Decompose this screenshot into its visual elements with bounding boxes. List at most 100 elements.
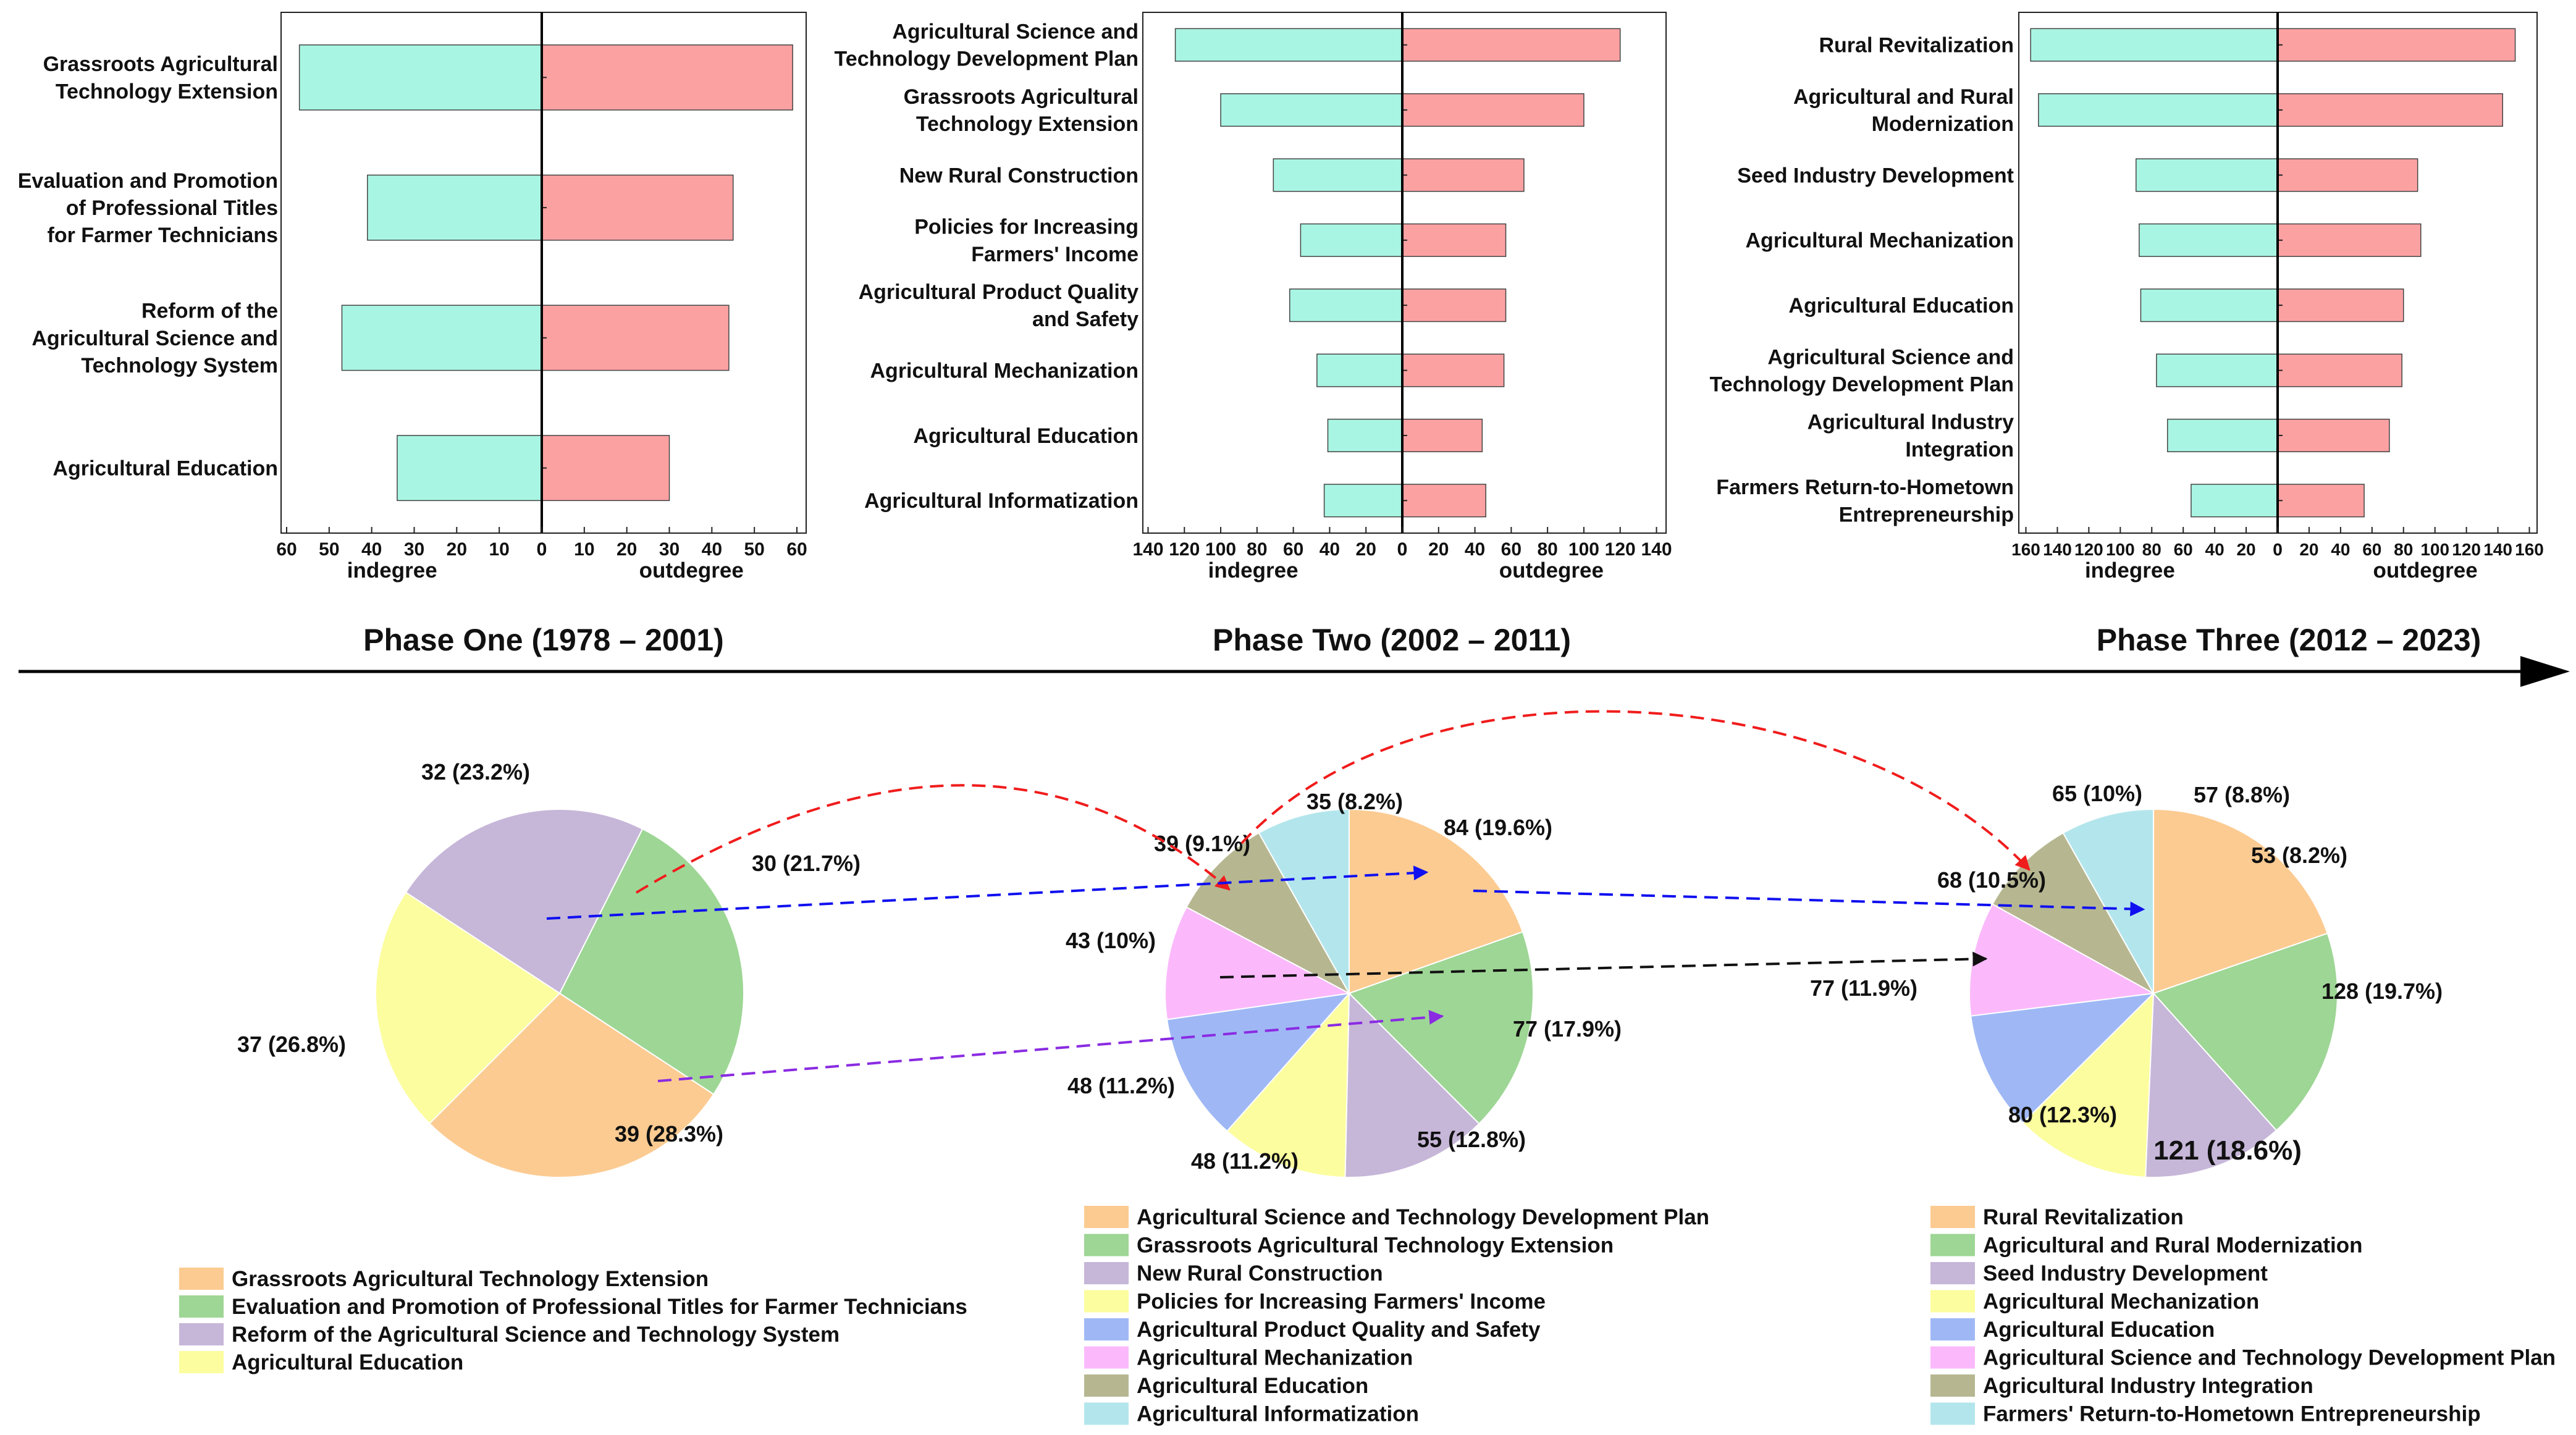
pie-slice bbox=[405, 809, 644, 995]
tick-label: 60 bbox=[2174, 540, 2193, 559]
legend-label: Reform of the Agricultural Science and T… bbox=[232, 1323, 840, 1347]
category-label: and Safety bbox=[1032, 308, 1139, 331]
pie-slice bbox=[1166, 992, 1351, 1132]
category-label: Agricultural Product Quality bbox=[859, 280, 1139, 304]
tick-label: 10 bbox=[489, 539, 509, 560]
tick-label: 40 bbox=[361, 539, 382, 560]
outdegree-bar bbox=[541, 174, 734, 241]
legend-label: Agricultural and Rural Modernization bbox=[1983, 1234, 2362, 1258]
legend-swatch bbox=[1084, 1318, 1129, 1340]
legend-label: Evaluation and Promotion of Professional… bbox=[232, 1295, 967, 1319]
legend-swatch bbox=[1930, 1346, 1975, 1369]
category-label: Agricultural Science and bbox=[892, 20, 1139, 43]
indegree-bar bbox=[1327, 418, 1403, 453]
legend-swatch bbox=[1084, 1374, 1129, 1397]
tick-label: 100 bbox=[1568, 539, 1599, 560]
outdegree-bar bbox=[1402, 158, 1525, 192]
pie-data-label: 53 (8.2%) bbox=[2251, 843, 2347, 868]
tick-label: 10 bbox=[574, 539, 594, 560]
outdegree-axis-label: outdegree bbox=[1499, 558, 1604, 583]
pie-slice bbox=[2153, 808, 2329, 995]
purple-arrow-phase1-to-phase2 bbox=[657, 1009, 1444, 1082]
pie-data-label: 77 (11.9%) bbox=[1810, 975, 1917, 1001]
tick-label: 60 bbox=[276, 539, 297, 560]
tick-label: 20 bbox=[2236, 540, 2255, 559]
pie-data-label: 80 (12.3%) bbox=[2008, 1102, 2117, 1127]
indegree-axis-label: indegree bbox=[1208, 558, 1299, 583]
tick-label: 100 bbox=[1205, 539, 1236, 560]
pie-data-label: 65 (10%) bbox=[2052, 781, 2142, 806]
indegree-bar bbox=[298, 44, 542, 111]
tick-label: 0 bbox=[2273, 540, 2283, 559]
phase-two-pie-chart: 84 (19.6%) 77 (17.9%) 55 (12.8%) 48 (11.2%)… bbox=[1066, 789, 1622, 1178]
category-label: Policies for Increasing bbox=[914, 216, 1139, 239]
outdegree-bar bbox=[2277, 158, 2418, 192]
legend-swatch bbox=[1930, 1374, 1975, 1397]
category-label: Grassroots Agricultural bbox=[43, 53, 278, 76]
tick-label: 60 bbox=[786, 539, 807, 560]
tick-label: 80 bbox=[2142, 540, 2161, 559]
outdegree-axis-label: outdegree bbox=[639, 558, 744, 583]
category-label: Agricultural Education bbox=[1788, 294, 2014, 318]
legend-swatch bbox=[1930, 1234, 1975, 1256]
tick-label: 60 bbox=[1501, 539, 1522, 560]
pie-slice bbox=[1349, 808, 1524, 995]
tick-label: 120 bbox=[2452, 540, 2481, 559]
indegree-bar bbox=[1316, 353, 1403, 387]
category-label: Evaluation and Promotion bbox=[18, 169, 278, 193]
tick-label: 40 bbox=[702, 539, 722, 560]
phase-one-title: Phase One (1978 – 2001) bbox=[363, 623, 724, 657]
legend-label: Grassroots Agricultural Technology Exten… bbox=[1137, 1234, 1614, 1258]
pie-data-label: 55 (12.8%) bbox=[1417, 1127, 1526, 1152]
indegree-bar bbox=[1323, 484, 1403, 518]
tick-label: 140 bbox=[2043, 540, 2072, 559]
outdegree-bar bbox=[1402, 418, 1483, 453]
pie-data-label: 39 (9.1%) bbox=[1154, 831, 1250, 856]
outdegree-bar bbox=[541, 435, 670, 502]
pie-data-label: 68 (10.5%) bbox=[1937, 867, 2046, 893]
legend-swatch bbox=[1084, 1234, 1129, 1256]
tick-label: 20 bbox=[617, 539, 637, 560]
tick-label: 60 bbox=[2362, 540, 2381, 559]
legend-swatch bbox=[179, 1295, 224, 1318]
pie-slice bbox=[2152, 932, 2338, 1132]
blue-arrow-phase2-to-phase3 bbox=[1473, 890, 2145, 917]
pie-data-label: 35 (8.2%) bbox=[1307, 789, 1403, 814]
tick-label: 60 bbox=[1283, 539, 1303, 560]
tick-label: 160 bbox=[2011, 540, 2040, 559]
legend-label: Agricultural Product Quality and Safety bbox=[1137, 1318, 1541, 1342]
tick-label: 140 bbox=[2483, 540, 2512, 559]
category-label: Agricultural Science and bbox=[1767, 345, 2014, 369]
outdegree-bar bbox=[2277, 223, 2422, 257]
category-label: Technology Development Plan bbox=[1710, 373, 2014, 397]
pie-slice bbox=[1348, 931, 1534, 1125]
outdegree-bar bbox=[2277, 418, 2390, 453]
category-label: Technology System bbox=[81, 354, 278, 377]
tick-label: 120 bbox=[1169, 539, 1200, 560]
legend-label: Rural Revitalization bbox=[1983, 1205, 2184, 1229]
indegree-bar bbox=[2166, 418, 2278, 453]
pie-slice bbox=[1258, 808, 1350, 996]
pie-data-label: 84 (19.6%) bbox=[1444, 815, 1552, 840]
category-label: Agricultural Education bbox=[53, 457, 278, 481]
pie-slice bbox=[2144, 991, 2278, 1179]
pie-slice bbox=[1344, 991, 1480, 1178]
pie-data-label: 48 (11.2%) bbox=[1067, 1073, 1175, 1098]
phase-two-bar-chart: Agricultural Science and Technology Devel… bbox=[835, 12, 1672, 583]
tick-label: 20 bbox=[2299, 540, 2318, 559]
outdegree-bar bbox=[2277, 288, 2404, 322]
phase-three-pie-chart: 128 (19.7%) 121 (18.6%) 80 (12.3%) 77 (11.9… bbox=[1810, 781, 2443, 1179]
category-label: Agricultural Education bbox=[913, 424, 1139, 448]
category-label: Technology Development Plan bbox=[835, 48, 1139, 71]
black-arrow-phase2-to-phase3 bbox=[1219, 951, 1988, 978]
outdegree-bar bbox=[1402, 288, 1507, 322]
tick-label: 0 bbox=[537, 539, 547, 560]
pie-slice bbox=[1185, 831, 1351, 995]
phase-three-legend: Rural Revitalization Agricultural and Rur… bbox=[1930, 1205, 2556, 1426]
indegree-bar bbox=[2038, 93, 2278, 127]
tick-label: 80 bbox=[1537, 539, 1557, 560]
legend-swatch bbox=[179, 1351, 224, 1373]
category-label: Agricultural and Rural bbox=[1793, 85, 2014, 109]
tick-label: 140 bbox=[1132, 539, 1163, 560]
